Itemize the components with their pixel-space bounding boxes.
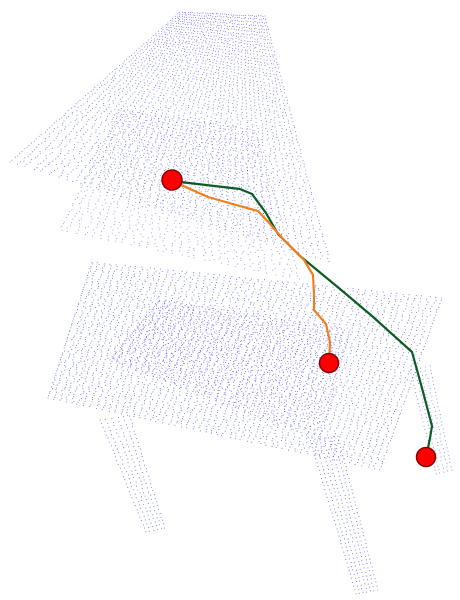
chair-point-cloud: [9, 11, 453, 595]
geodesic-path-orange: [170, 179, 332, 364]
source-point-marker: [161, 169, 183, 191]
geodesic-path-green: [170, 179, 434, 460]
target-point-marker-right: [415, 446, 437, 468]
target-point-marker-middle: [318, 352, 340, 374]
